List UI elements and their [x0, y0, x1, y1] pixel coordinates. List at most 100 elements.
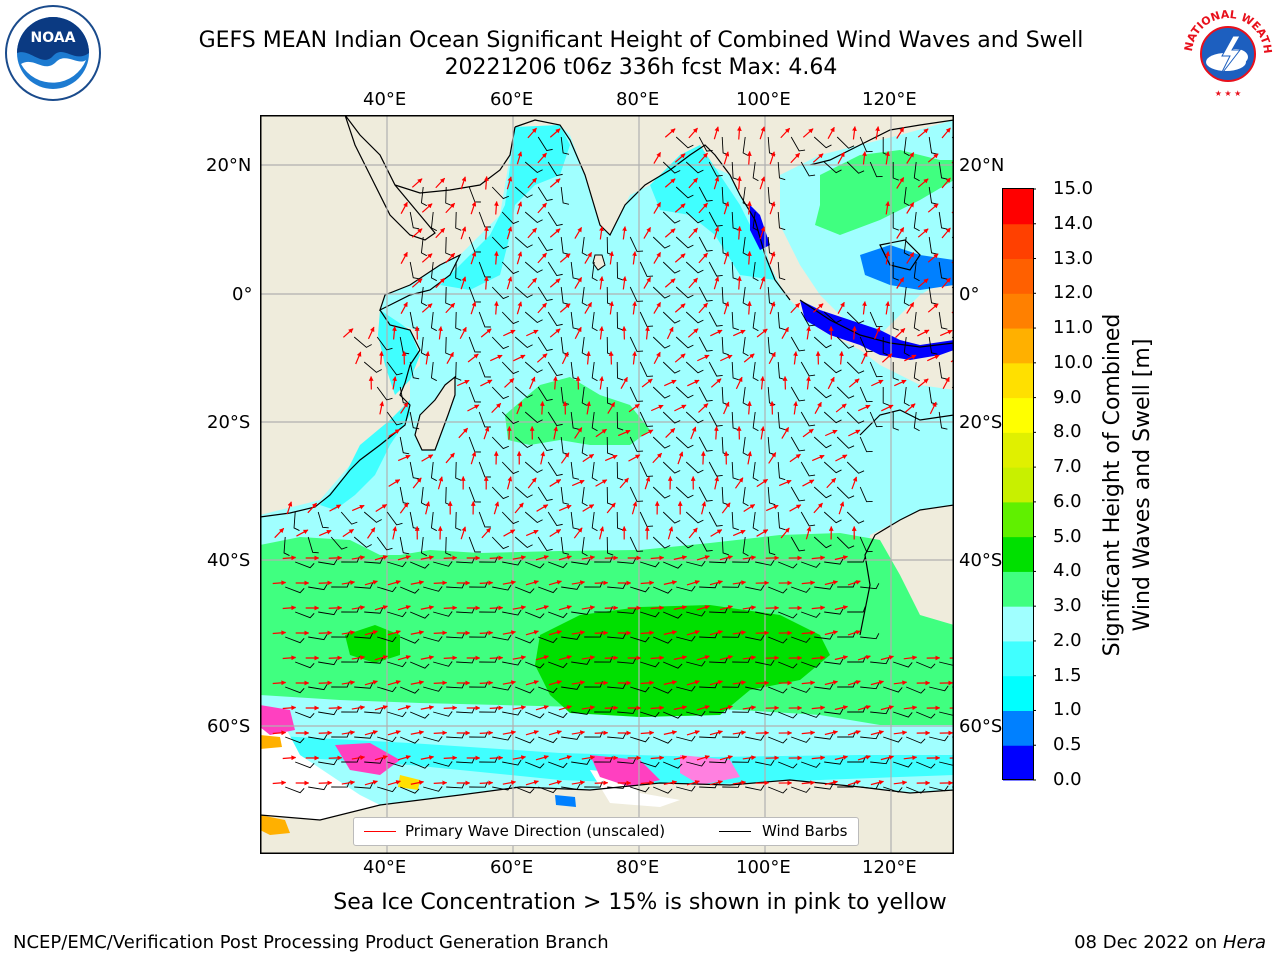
wind-barb	[581, 486, 588, 507]
wave-direction-arrow	[673, 755, 688, 760]
wave-direction-arrow	[599, 326, 604, 340]
wave-direction-arrow	[746, 201, 752, 215]
wave-direction-arrow	[445, 252, 456, 264]
wind-barb	[308, 734, 328, 741]
wave-direction-arrow	[397, 605, 411, 611]
wind-barb	[629, 536, 644, 552]
wave-direction-arrow	[664, 178, 676, 188]
wind-barb	[570, 511, 580, 530]
wind-barb	[514, 436, 533, 449]
wave-direction-arrow	[875, 126, 880, 140]
wind-barb	[455, 211, 462, 231]
wind-barb	[801, 611, 821, 618]
lon-label-top-120e: 120°E	[862, 89, 917, 110]
wind-barb	[814, 633, 834, 640]
wind-barb	[752, 161, 759, 182]
colorbar-label: 10.0	[1053, 351, 1094, 373]
colorbar-segment	[1003, 467, 1033, 503]
wind-barb	[445, 236, 452, 256]
wind-barb	[376, 386, 393, 401]
wind-barb	[629, 436, 644, 452]
wind-barb	[607, 782, 627, 789]
footer-date-text: 08 Dec 2022 on	[1074, 932, 1223, 953]
wind-barb	[629, 386, 644, 402]
wave-direction-arrow	[759, 176, 766, 190]
wind-barb	[768, 636, 788, 644]
wind-barb	[607, 582, 627, 589]
wind-barb	[699, 732, 719, 739]
wave-direction-arrow	[537, 202, 547, 214]
wind-barb	[676, 785, 696, 792]
lon-label-top-40e: 40°E	[363, 89, 407, 110]
wind-barb	[752, 411, 759, 432]
wind-barb	[515, 636, 535, 644]
wave-direction-arrow	[392, 326, 397, 340]
wave-direction-arrow	[906, 302, 915, 314]
wind-barb	[790, 486, 806, 502]
wave-direction-arrow	[341, 580, 356, 586]
wave-direction-arrow	[388, 479, 401, 487]
wave-direction-arrow	[493, 201, 499, 215]
wave-direction-arrow	[586, 401, 591, 415]
wind-barb	[836, 386, 855, 399]
wind-barb	[685, 411, 704, 424]
wave-direction-arrow	[688, 177, 698, 189]
wind-barb	[745, 735, 765, 741]
wave-direction-arrow	[548, 680, 562, 686]
colorbar-label: 12.0	[1053, 282, 1094, 304]
wave-direction-arrow	[609, 301, 614, 315]
wind-barb	[859, 436, 873, 453]
wind-barb	[502, 559, 522, 566]
wave-direction-arrow	[479, 730, 494, 736]
wave-direction-arrow	[584, 301, 593, 314]
wave-direction-arrow	[674, 353, 686, 363]
wind-barb	[285, 636, 305, 644]
wind-barb	[501, 311, 519, 325]
wave-direction-arrow	[927, 153, 939, 163]
wind-barb	[777, 211, 786, 231]
wind-barb	[308, 584, 328, 591]
wave-direction-arrow	[540, 451, 546, 465]
wind-barb	[903, 386, 910, 407]
wind-barb	[410, 611, 430, 619]
wave-direction-arrow	[756, 478, 769, 488]
wave-direction-arrow	[769, 251, 776, 265]
wind-barb	[502, 659, 522, 666]
wind-barb	[722, 781, 741, 788]
wind-barb	[801, 761, 821, 768]
wave-direction-arrow	[780, 127, 791, 139]
wave-direction-arrow	[906, 152, 915, 164]
wind-barb	[778, 761, 798, 769]
wave-direction-arrow	[812, 153, 824, 163]
wave-direction-arrow	[719, 605, 733, 611]
wind-barb	[377, 586, 397, 593]
wind-barb	[364, 607, 384, 614]
wave-direction-legend-label: Primary Wave Direction (unscaled)	[405, 822, 666, 840]
wind-barb	[892, 411, 899, 431]
wave-direction-arrow	[851, 326, 857, 340]
wave-direction-arrow	[512, 605, 527, 610]
wave-direction-arrow	[857, 705, 871, 711]
noaa-logo-text: NOAA	[31, 30, 76, 46]
wave-direction-arrow	[628, 403, 640, 413]
wave-direction-arrow	[927, 203, 939, 213]
wave-direction-arrow	[848, 378, 860, 388]
wave-direction-arrow	[885, 301, 890, 315]
wave-direction-arrow	[506, 176, 513, 190]
wind-barb	[663, 611, 683, 619]
wave-direction-arrow	[719, 655, 733, 661]
wind-barb	[929, 735, 949, 742]
wave-direction-arrow	[701, 501, 707, 515]
wave-direction-arrow	[903, 655, 918, 661]
wave-direction-arrow	[812, 303, 824, 313]
wave-direction-arrow	[696, 755, 710, 761]
wind-barb	[607, 682, 627, 689]
wind-barb	[777, 311, 786, 331]
wave-direction-arrow	[862, 301, 867, 315]
wind-barb	[938, 211, 948, 230]
wind-barb	[721, 536, 729, 556]
wave-direction-arrow	[940, 329, 953, 337]
wave-direction-arrow	[732, 580, 747, 586]
wave-direction-arrow	[493, 251, 499, 265]
wind-barb	[801, 661, 821, 668]
